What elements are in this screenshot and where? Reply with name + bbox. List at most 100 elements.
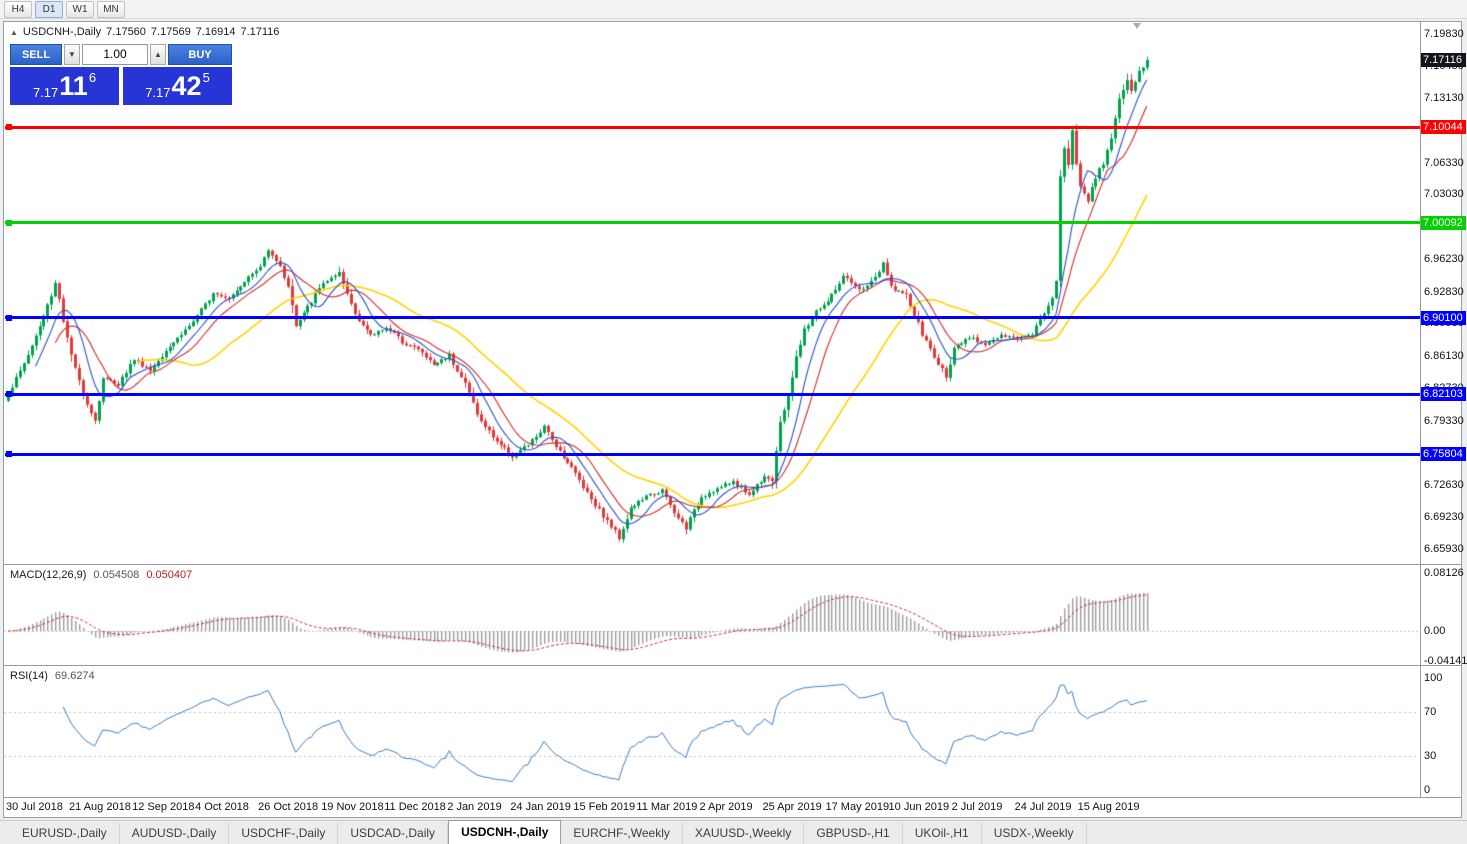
- timeframe-toolbar: H4 D1 W1 MN: [0, 0, 1467, 19]
- timeframe-button-h4[interactable]: H4: [4, 0, 32, 18]
- price-tick-label: 6.86130: [1424, 349, 1464, 362]
- rsi-name: RSI(14): [10, 670, 48, 682]
- volume-input[interactable]: 1.00: [82, 44, 148, 65]
- date-tick-label: 15 Feb 2019: [573, 801, 636, 813]
- symbol-period-label: USDCNH-,Daily: [22, 26, 102, 38]
- current-price-tag: 7.17116: [1421, 52, 1466, 67]
- price-tick-label: 6.72630: [1424, 478, 1464, 491]
- bid-fraction: 6: [88, 70, 97, 85]
- price-tick-label: 6.65930: [1424, 542, 1464, 555]
- macd-name: MACD(12,26,9): [10, 569, 87, 581]
- sell-button[interactable]: SELL: [10, 44, 62, 65]
- chart-tab-gbpusd-h1[interactable]: GBPUSD-,H1: [804, 823, 903, 844]
- price-tick-label: 6.79330: [1424, 414, 1464, 427]
- line-handle[interactable]: [6, 219, 12, 226]
- date-tick-label: 15 Aug 2019: [1077, 801, 1140, 813]
- bid-price-box[interactable]: 7.17 11 6: [10, 67, 119, 105]
- chart-tab-bar: EURUSD-,Daily AUDUSD-,Daily USDCHF-,Daily U…: [0, 820, 1467, 844]
- date-tick-label: 2 Jan 2019: [447, 801, 502, 813]
- date-tick-label: 25 Apr 2019: [762, 801, 822, 813]
- date-tick-label: 4 Oct 2018: [195, 801, 249, 813]
- chart-tab-usdchf-daily[interactable]: USDCHF-,Daily: [229, 823, 339, 844]
- rsi-panel-separator[interactable]: [4, 665, 1461, 666]
- date-tick-label: 12 Sep 2018: [132, 801, 195, 813]
- price-level-tag-7.10044: 7.10044: [1421, 120, 1466, 135]
- rsi-tick-label: 100: [1424, 672, 1443, 684]
- horizontal-line-7.00092[interactable]: [5, 219, 1420, 226]
- ask-fraction: 5: [202, 70, 210, 85]
- date-tick-label: 21 Aug 2018: [69, 801, 131, 813]
- macd-tick-label: -0.04141: [1424, 654, 1467, 667]
- date-tick-label: 24 Jul 2019: [1014, 801, 1072, 813]
- rsi-tick-label: 70: [1424, 705, 1437, 718]
- chart-tab-eurchf-weekly[interactable]: EURCHF-,Weekly: [561, 823, 683, 844]
- rsi-value: 69.6274: [54, 670, 95, 682]
- rsi-panel-canvas[interactable]: [4, 667, 1418, 796]
- horizontal-line-6.82103[interactable]: [5, 391, 1420, 398]
- macd-main-value: 0.054508: [93, 569, 140, 581]
- ask-price-box[interactable]: 7.17 42 5: [123, 67, 232, 105]
- price-tick-label: 7.06330: [1424, 156, 1464, 169]
- timeframe-button-d1[interactable]: D1: [35, 0, 63, 18]
- line-handle[interactable]: [6, 391, 12, 398]
- chart-tab-usdcad-daily[interactable]: USDCAD-,Daily: [338, 823, 449, 844]
- volume-decrease-button[interactable]: ▼: [64, 44, 80, 65]
- chart-tab-eurusd-daily[interactable]: EURUSD-,Daily: [10, 823, 120, 844]
- macd-signal-value: 0.050407: [146, 569, 193, 581]
- macd-panel-separator[interactable]: [4, 564, 1461, 565]
- macd-panel-canvas[interactable]: [4, 566, 1418, 664]
- one-click-trading-panel: SELL ▼ 1.00 ▲ BUY 7.17 11 6 7.17 42 5: [10, 44, 232, 105]
- chart-icon: ▲: [10, 27, 18, 37]
- chart-tab-xauusd-weekly[interactable]: XAUUSD-,Weekly: [683, 823, 805, 844]
- price-level-tag-7.00092: 7.00092: [1421, 215, 1466, 230]
- chart-tab-usdx-weekly[interactable]: USDX-,Weekly: [982, 823, 1087, 844]
- rsi-tick-label: 0: [1424, 784, 1431, 796]
- date-tick-label: 2 Apr 2019: [699, 801, 753, 813]
- ask-big-figure: 7.17: [145, 85, 171, 100]
- macd-tick-label: 0.08126: [1424, 566, 1464, 579]
- horizontal-line-7.10044[interactable]: [5, 124, 1420, 131]
- date-tick-label: 19 Nov 2018: [321, 801, 384, 813]
- date-tick-label: 17 May 2019: [825, 801, 890, 813]
- rsi-tick-label: 30: [1424, 750, 1437, 763]
- date-tick-label: 30 Jul 2018: [6, 801, 63, 813]
- date-tick-label: 2 Jul 2019: [951, 801, 1003, 813]
- bid-pips: 11: [59, 71, 88, 101]
- macd-tick-label: 0.00: [1424, 625, 1446, 637]
- bid-big-figure: 7.17: [32, 85, 59, 100]
- line-handle[interactable]: [6, 451, 12, 458]
- horizontal-line-6.75804[interactable]: [5, 451, 1420, 458]
- date-axis-separator: [4, 797, 1461, 798]
- price-tick-label: 7.19830: [1424, 28, 1464, 41]
- price-tick-label: 7.03030: [1424, 188, 1464, 201]
- chart-shift-marker[interactable]: [1133, 23, 1141, 29]
- chart-title: ▲ USDCNH-,Daily 7.17560 7.17569 7.16914 …: [10, 26, 279, 38]
- chart-tab-audusd-daily[interactable]: AUDUSD-,Daily: [120, 823, 230, 844]
- chart-tab-ukoil-h1[interactable]: UKOil-,H1: [903, 823, 982, 844]
- horizontal-line-6.90100[interactable]: [5, 314, 1420, 321]
- buy-button[interactable]: BUY: [168, 44, 232, 65]
- timeframe-button-mn[interactable]: MN: [97, 0, 125, 18]
- macd-indicator-label: MACD(12,26,9) 0.054508 0.050407: [10, 569, 192, 581]
- date-tick-label: 11 Dec 2018: [384, 801, 446, 813]
- ohlc-low: 7.16914: [195, 26, 236, 38]
- price-axis-separator: [1420, 22, 1421, 797]
- price-level-tag-6.75804: 6.75804: [1421, 447, 1466, 462]
- price-tick-label: 6.92830: [1424, 285, 1464, 298]
- ohlc-high: 7.17569: [150, 26, 191, 38]
- line-handle[interactable]: [6, 124, 12, 131]
- line-handle[interactable]: [6, 314, 12, 321]
- timeframe-button-w1[interactable]: W1: [66, 0, 94, 18]
- chart-tab-usdcnh-daily[interactable]: USDCNH-,Daily: [448, 820, 562, 844]
- price-chart-canvas[interactable]: [4, 22, 1418, 563]
- rsi-indicator-label: RSI(14) 69.6274: [10, 670, 95, 682]
- ohlc-close: 7.17116: [240, 26, 280, 38]
- volume-increase-button[interactable]: ▲: [150, 44, 166, 65]
- price-tick-label: 7.13130: [1424, 92, 1464, 104]
- ohlc-open: 7.17560: [106, 26, 146, 38]
- date-tick-label: 26 Oct 2018: [258, 801, 319, 813]
- date-tick-label: 11 Mar 2019: [636, 801, 698, 813]
- price-tick-label: 6.69230: [1424, 511, 1464, 524]
- price-level-tag-6.82103: 6.82103: [1421, 387, 1466, 402]
